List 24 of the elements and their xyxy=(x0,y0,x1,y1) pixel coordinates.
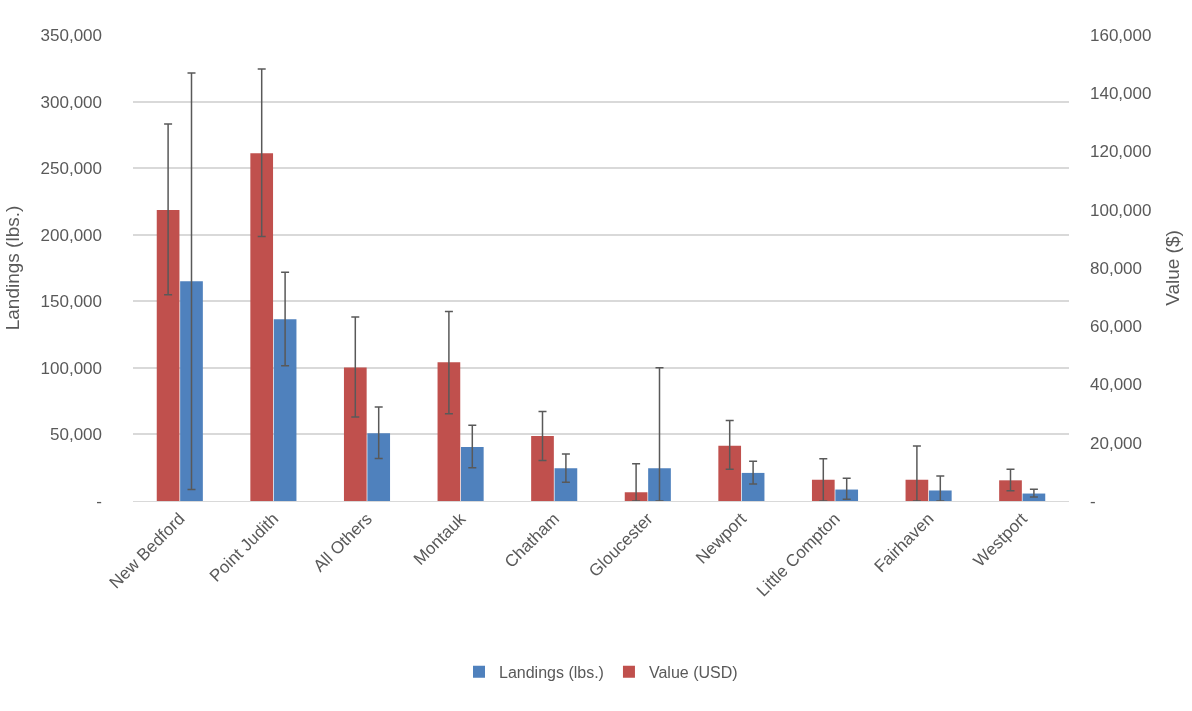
y-tick-label: 300,000 xyxy=(40,92,102,112)
y-tick-label: 350,000 xyxy=(40,25,102,45)
y2-tick-label: 40,000 xyxy=(1090,375,1142,395)
bar xyxy=(999,480,1022,501)
y2-axis-title: Value ($) xyxy=(1162,230,1184,306)
y2-tick-label: 20,000 xyxy=(1090,433,1142,453)
y2-tick-label: 80,000 xyxy=(1090,258,1142,278)
y-axis-title: Landings (lbs.) xyxy=(2,205,24,331)
y2-tick-label: 60,000 xyxy=(1090,317,1142,337)
y-tick-label: 100,000 xyxy=(40,358,102,378)
legend-label: Landings (lbs.) xyxy=(499,663,604,681)
y2-tick-label: 100,000 xyxy=(1090,200,1152,220)
y2-tick-label: 120,000 xyxy=(1090,142,1152,162)
y2-tick-label: 140,000 xyxy=(1090,84,1152,104)
y-tick-label: 150,000 xyxy=(40,292,102,312)
y-tick-label: - xyxy=(96,491,102,511)
bar xyxy=(437,362,461,501)
y2-tick-label: - xyxy=(1090,491,1096,511)
y-tick-label: 200,000 xyxy=(40,225,102,245)
legend-label: Value (USD) xyxy=(648,663,738,681)
y-tick-label: 50,000 xyxy=(50,425,102,445)
y-tick-label: 250,000 xyxy=(40,159,102,179)
bar xyxy=(648,468,671,501)
y2-tick-label: 160,000 xyxy=(1090,25,1152,45)
